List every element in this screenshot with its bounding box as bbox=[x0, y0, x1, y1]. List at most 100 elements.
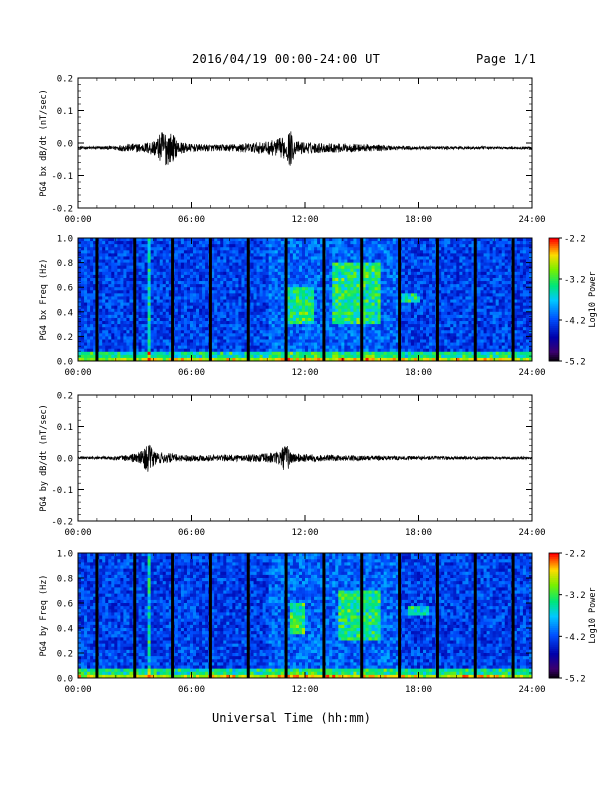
bx-spectrogram-cell bbox=[392, 317, 397, 322]
bx-spectrogram-cell bbox=[265, 314, 270, 319]
bx-spectrogram-cell bbox=[202, 265, 206, 270]
bx-spectrogram-cell bbox=[350, 250, 354, 254]
bx-spectrogram-cell bbox=[347, 327, 351, 331]
bx-spectrogram-cell bbox=[262, 305, 267, 310]
bx-spectrogram-cell bbox=[162, 259, 167, 263]
bx-spectrogram-cell bbox=[129, 308, 133, 313]
bx-spectrogram-cell bbox=[259, 290, 264, 294]
bx-spectrogram-cell bbox=[353, 330, 357, 334]
bx-spectrogram-cell bbox=[153, 299, 158, 303]
bx-spectrogram-cell bbox=[347, 247, 351, 251]
bx-spectrogram-cell bbox=[211, 296, 215, 300]
bx-spectrogram-cell bbox=[211, 317, 215, 322]
bx-spectrogram-cell bbox=[102, 302, 106, 307]
bx-spectrogram-cell bbox=[183, 271, 188, 276]
bx-spectrogram-cell bbox=[232, 250, 236, 254]
bx-spectrogram-cell bbox=[193, 327, 197, 331]
bx-spectrogram-cell bbox=[392, 284, 397, 288]
bx-spectrogram-cell bbox=[377, 250, 382, 254]
bx-spectrogram-cell bbox=[332, 357, 336, 362]
bx-spectrogram-cell bbox=[153, 339, 158, 343]
bx-spectrogram-cell bbox=[199, 271, 203, 276]
bx-spectrogram-cell bbox=[223, 277, 227, 282]
bx-spectrogram-cell bbox=[90, 330, 94, 334]
bx-spectrogram-cell bbox=[129, 277, 133, 282]
bx-spectrogram-cell bbox=[256, 287, 260, 291]
bx-spectrogram-cell bbox=[93, 351, 97, 356]
bx-spectrogram-cell bbox=[410, 314, 415, 319]
bx-spectrogram-cell bbox=[229, 284, 233, 288]
bx-spectrogram-cell bbox=[280, 238, 285, 242]
bx-spectrogram-cell bbox=[332, 354, 336, 359]
bx-spectrogram-cell bbox=[159, 290, 164, 294]
bx-spectrogram-cell bbox=[265, 241, 270, 245]
bx-spectrogram-cell bbox=[420, 271, 424, 276]
bx-spectrogram-cell bbox=[205, 259, 209, 263]
bx-spectrogram-cell bbox=[205, 250, 209, 254]
bx-spectrogram-cell bbox=[286, 265, 291, 270]
bx-spectrogram-cell bbox=[123, 342, 127, 347]
bx-spectrogram-cell bbox=[444, 299, 448, 303]
bx-spectrogram-cell bbox=[341, 305, 345, 310]
bx-spectrogram-cell bbox=[362, 324, 366, 328]
bx-spectrogram-cell bbox=[377, 241, 382, 245]
bx-spectrogram-cell bbox=[280, 348, 285, 353]
bx-spectrogram-cell bbox=[277, 351, 282, 356]
bx-spectrogram-cell bbox=[383, 317, 388, 322]
bx-spectrogram-cell bbox=[338, 333, 342, 337]
bx-spectrogram-cell bbox=[426, 281, 430, 285]
bx-spectrogram-cell bbox=[189, 259, 194, 263]
bx-spectrogram-cell bbox=[84, 293, 88, 297]
bx-spectrogram-cell bbox=[241, 317, 245, 322]
bx-spectrogram-cell bbox=[214, 336, 218, 340]
bx-spectrogram-cell bbox=[350, 305, 354, 310]
bx-spectrogram-cell bbox=[244, 345, 248, 350]
bx-spectrogram-cell bbox=[308, 339, 312, 343]
bx-spectrogram-cell bbox=[423, 324, 427, 328]
bx-spectrogram-cell bbox=[144, 287, 149, 291]
bx-spectrogram-cell bbox=[404, 247, 409, 251]
bx-spectrogram-cell bbox=[317, 321, 321, 325]
bx-waveform-xtick-label: 06:00 bbox=[178, 215, 205, 225]
bx-spectrogram-cell bbox=[153, 317, 158, 322]
bx-spectrogram-cell bbox=[220, 354, 224, 359]
bx-spectrogram-cell bbox=[274, 238, 279, 242]
bx-spectrogram-cell bbox=[256, 354, 260, 359]
bx-spectrogram-cell bbox=[298, 262, 303, 267]
bx-spectrogram-cell bbox=[332, 293, 336, 297]
bx-spectrogram-cell bbox=[268, 302, 273, 307]
bx-spectrogram-cell bbox=[250, 314, 254, 319]
bx-spectrogram-cell bbox=[199, 290, 203, 294]
bx-spectrogram-cell bbox=[301, 302, 306, 307]
bx-spectrogram-cell bbox=[308, 302, 312, 307]
bx-spectrogram-cell bbox=[377, 314, 382, 319]
bx-spectrogram-cell bbox=[211, 287, 215, 291]
bx-spectrogram-cell bbox=[274, 265, 279, 270]
bx-spectrogram-cell bbox=[156, 238, 161, 242]
bx-spectrogram-cell bbox=[108, 259, 112, 263]
bx-spectrogram-cell bbox=[389, 290, 394, 294]
bx-spectrogram-cell bbox=[189, 317, 194, 322]
bx-spectrogram-cell bbox=[329, 274, 333, 279]
bx-spectrogram-cell bbox=[410, 238, 415, 242]
bx-spectrogram-cell bbox=[81, 311, 85, 316]
bx-spectrogram-cell bbox=[407, 247, 412, 251]
bx-spectrogram-cell bbox=[432, 265, 436, 270]
bx-spectrogram-cell bbox=[217, 336, 221, 340]
bx-spectrogram-cell bbox=[202, 305, 206, 310]
bx-spectrogram-cell bbox=[214, 284, 218, 288]
bx-spectrogram-cell bbox=[365, 284, 369, 288]
bx-spectrogram-cell bbox=[301, 348, 306, 353]
bx-spectrogram-cell bbox=[374, 354, 379, 359]
bx-spectrogram-cell bbox=[108, 262, 112, 267]
bx-spectrogram-cell bbox=[423, 238, 427, 242]
bx-spectrogram-cell bbox=[229, 259, 233, 263]
bx-spectrogram-cell bbox=[413, 302, 418, 307]
bx-spectrogram-cell bbox=[444, 351, 448, 356]
bx-spectrogram-cell bbox=[432, 357, 436, 362]
bx-spectrogram-cell bbox=[280, 253, 285, 257]
bx-spectrogram-cell bbox=[305, 274, 309, 279]
bx-spectrogram-cell bbox=[413, 244, 418, 248]
bx-spectrogram-cell bbox=[193, 308, 197, 313]
bx-spectrogram-cell bbox=[326, 265, 330, 270]
